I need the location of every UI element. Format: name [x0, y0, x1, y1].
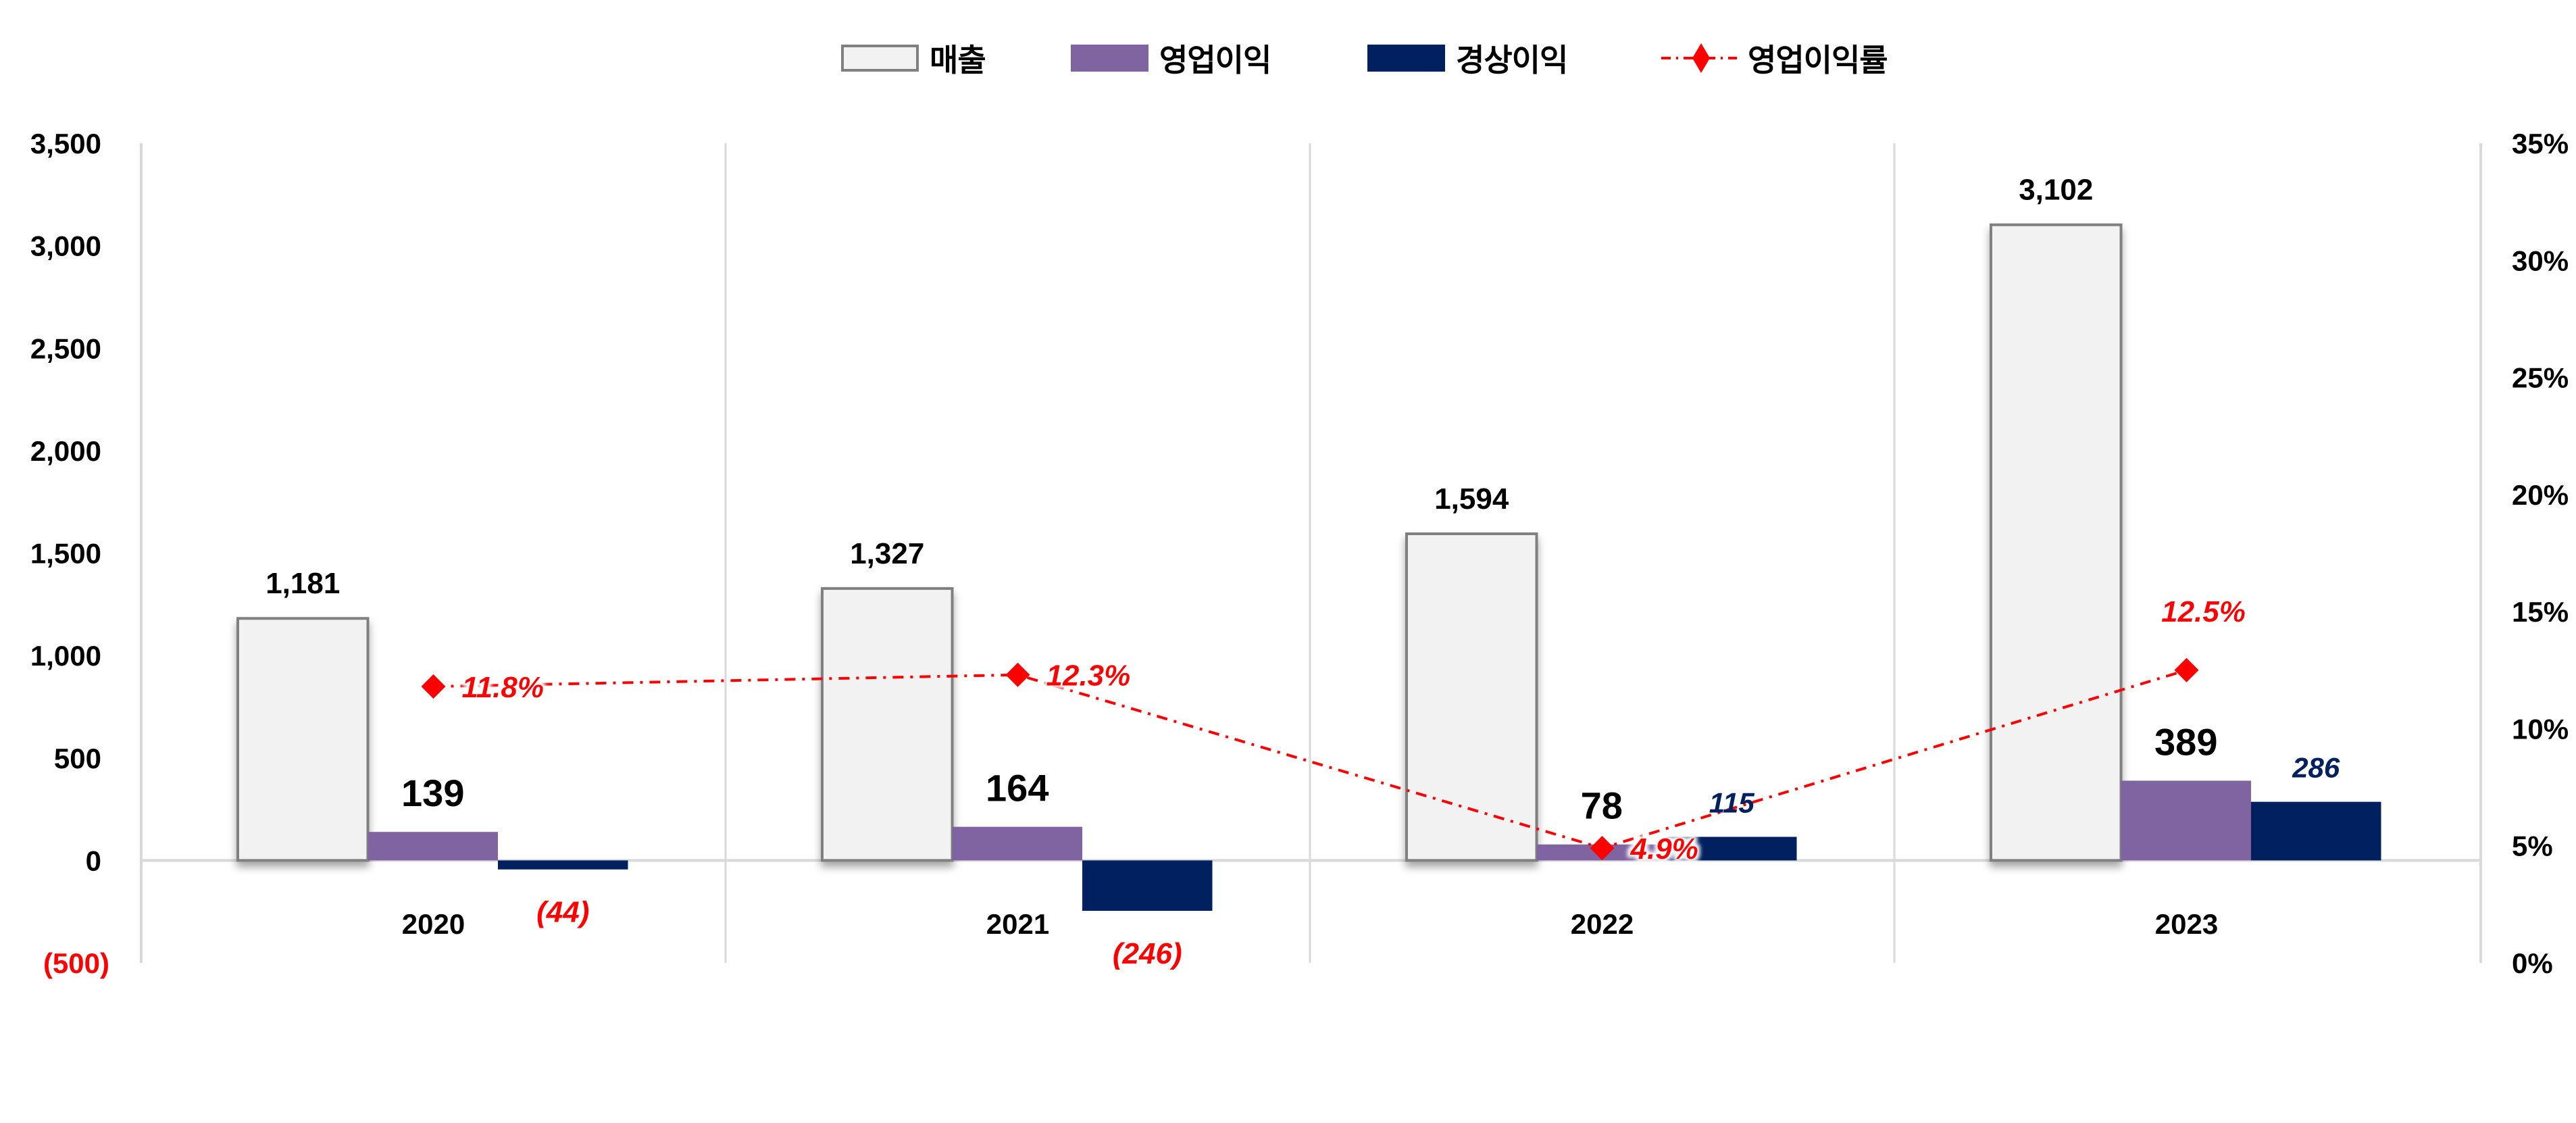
legend-label-sales: 매출 [930, 42, 986, 78]
data-label-ordinary-profit: 286 [2292, 752, 2340, 784]
bar-ordinary-profit [2251, 801, 2381, 861]
legend-line-diamond-icon [1661, 39, 1737, 77]
data-label-operating-margin: 12.5% [2161, 595, 2246, 628]
bar-operating-profit [368, 832, 498, 861]
right-axis-tick-label: 30% [2512, 245, 2569, 276]
bar-ordinary-profit [1667, 837, 1797, 861]
data-label-ordinary-profit: (44) [536, 896, 589, 929]
bar-sales [821, 587, 954, 862]
left-axis-tick-label: (500) [43, 947, 109, 979]
bar-ordinary-profit [498, 860, 628, 870]
data-labels: 2020 1,181 139 (44) 2021 1,327 164 (246) 2022 1,5… [266, 174, 2340, 970]
right-axis-tick-label: 20% [2512, 479, 2569, 511]
legend-item-operating-profit: 영업이익 [1071, 39, 1271, 78]
chart-legend: 매출 영업이익 경상이익 영업이익률 [0, 39, 2576, 78]
margin-diamond-marker-icon [1590, 836, 1615, 861]
legend-label-ordinary-profit: 경상이익 [1456, 42, 1568, 78]
data-label-sales: 1,594 [1434, 482, 1509, 516]
left-axis-tick-label: 2,000 [30, 435, 101, 467]
data-label-operating-margin: 12.3% [1046, 659, 1131, 693]
margin-diamond-marker-icon [421, 674, 446, 699]
margin-line-series [421, 657, 2199, 861]
x-axis-category-label: 2020 [402, 908, 465, 940]
x-axis-category-label: 2023 [2155, 908, 2218, 940]
left-axis-tick-label: 0 [86, 845, 101, 876]
data-label-ordinary-profit: 115 [1709, 787, 1755, 819]
data-label-operating-profit: 78 [1581, 784, 1623, 827]
legend-label-operating-margin: 영업이익률 [1748, 42, 1888, 78]
data-label-sales: 3,102 [2019, 174, 2093, 207]
x-axis-category-label: 2022 [1571, 908, 1634, 940]
data-label-operating-margin: 11.8% [462, 671, 545, 704]
right-axis-tick-label: 10% [2512, 713, 2569, 745]
left-axis-tick-label: 2,500 [30, 332, 101, 364]
bar-sales [1405, 532, 1538, 862]
data-label-ordinary-profit: (246) [1113, 937, 1182, 970]
left-axis-tick-label: 3,000 [30, 230, 101, 262]
legend-item-operating-margin: 영업이익률 [1661, 39, 1888, 78]
left-axis-tick-label: 1,000 [30, 640, 101, 672]
data-label-operating-profit: 164 [986, 767, 1049, 809]
legend-swatch-sales [841, 45, 919, 72]
right-axis-tick-label: 15% [2512, 596, 2569, 628]
data-label-operating-profit: 389 [2154, 720, 2217, 763]
left-axis-tick-label: 1,500 [30, 538, 101, 570]
legend-item-ordinary-profit: 경상이익 [1367, 39, 1568, 78]
bar-sales [236, 617, 370, 862]
data-label-operating-profit: 139 [401, 772, 464, 814]
legend-label-operating-profit: 영업이익 [1159, 42, 1271, 78]
right-axis-tick-label: 0% [2512, 947, 2553, 979]
legend-swatch-operating-profit [1071, 45, 1148, 72]
left-axis-tick-label: 3,500 [30, 128, 101, 159]
legend-swatch-ordinary-profit [1367, 45, 1445, 72]
data-label-sales: 1,327 [850, 537, 924, 570]
bar-ordinary-profit [1082, 860, 1213, 911]
left-axis-tick-label: 500 [54, 743, 101, 774]
margin-diamond-marker-icon [1005, 662, 1030, 687]
margin-diamond-marker-icon [2174, 657, 2199, 682]
right-axis-tick-label: 35% [2512, 128, 2569, 159]
bar-series [236, 223, 2381, 911]
right-axis-tick-label: 5% [2512, 830, 2553, 862]
bar-operating-profit [952, 826, 1082, 861]
data-label-operating-margin: 4.9% [1630, 832, 1698, 866]
x-axis-category-label: 2021 [986, 908, 1049, 940]
bar-sales [1990, 223, 2123, 862]
legend-item-sales: 매출 [841, 39, 986, 78]
bar-operating-profit [2121, 780, 2251, 861]
right-axis-tick-label: 25% [2512, 362, 2569, 394]
data-label-sales: 1,181 [266, 567, 340, 600]
